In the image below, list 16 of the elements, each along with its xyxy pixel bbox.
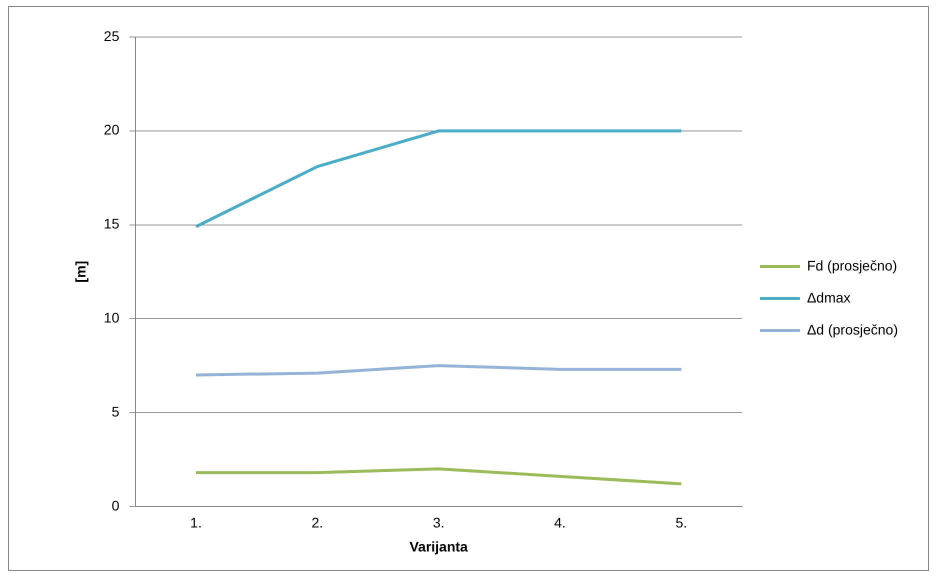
- y-axis-title: [m]: [72, 260, 88, 283]
- legend-label: Δd (prosječno): [806, 321, 898, 338]
- y-tick-label: 25: [104, 28, 120, 44]
- legend-label: Δdmax: [806, 289, 851, 306]
- y-tick-label: 15: [104, 216, 120, 232]
- legend-label: Fd (prosječno): [806, 257, 898, 274]
- x-tick-label: 5.: [675, 514, 688, 531]
- y-tick-label: 0: [112, 497, 120, 514]
- y-tick-label: 10: [104, 310, 120, 326]
- x-tick-label: 2.: [312, 514, 324, 531]
- y-tick-label: 5: [112, 403, 120, 420]
- x-axis-title: Varijanta: [409, 538, 468, 554]
- x-tick-label: 1.: [190, 514, 202, 531]
- x-tick-label: 4.: [554, 514, 566, 531]
- x-tick-label: 3.: [432, 514, 445, 531]
- y-tick-label: 20: [104, 122, 120, 138]
